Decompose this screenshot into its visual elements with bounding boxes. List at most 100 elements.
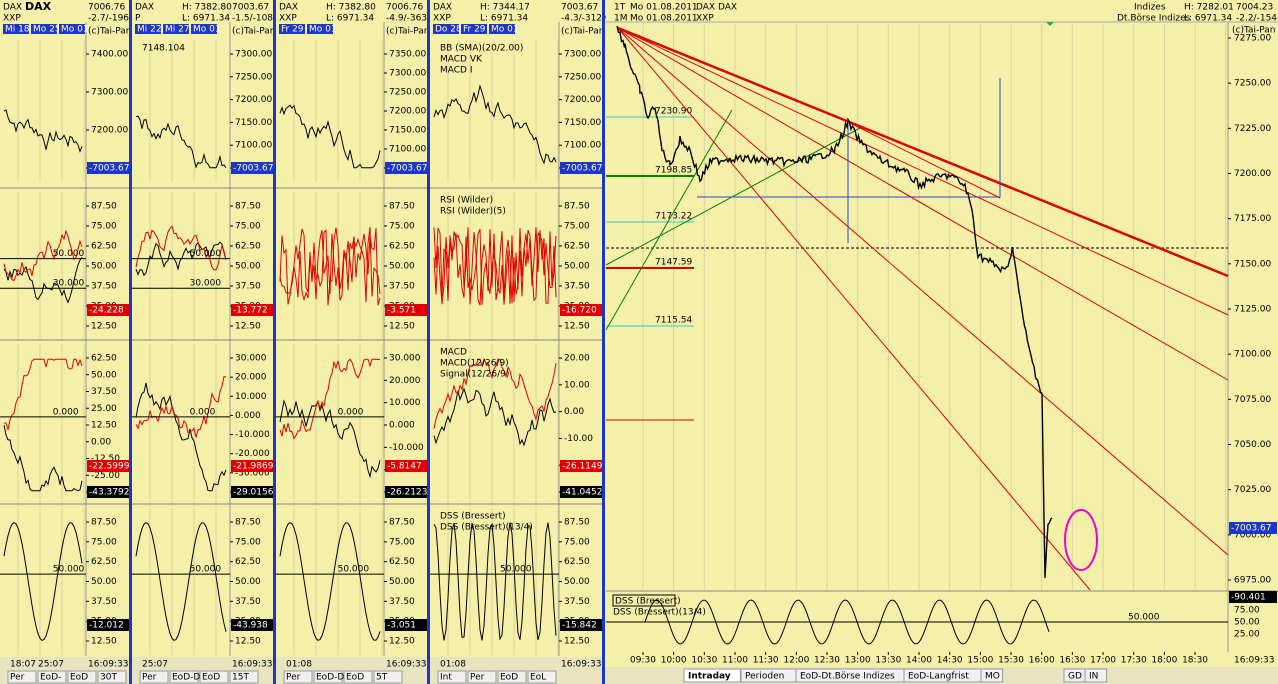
date-tab-bg[interactable] [3,24,29,34]
axis-label: 12.50 [564,637,590,647]
date-label: 25:07 [142,660,168,670]
axis-label: 20.000 [235,373,267,383]
axis-label: 7300.00 [389,69,426,79]
axis-label: 7200.00 [1234,169,1271,179]
date-tab[interactable]: Mi 22 [137,25,162,35]
date-tab-bg[interactable] [135,24,161,34]
bottom-tab[interactable]: Int [440,673,452,683]
bottom-tab[interactable]: Per [142,673,157,683]
bottom-tab[interactable]: Intraday [688,672,731,682]
bottom-tab[interactable]: EoD- [40,673,61,683]
bottom-tab-bg[interactable] [1084,668,1108,683]
date-tab-bg[interactable] [31,24,57,34]
current-value: -13.772 [233,306,268,316]
indicator-line [279,358,381,440]
bottom-tab-bg[interactable] [683,668,741,683]
bottom-tab-bg[interactable] [97,670,127,684]
date-label: 16:09:33 [561,660,601,670]
bottom-tab-bg[interactable] [199,670,229,684]
panel-border [129,0,132,684]
bottom-tab-bg[interactable] [527,670,557,684]
date-tab[interactable]: Mi 18 [5,25,30,35]
bottom-tab[interactable]: EoD [70,673,88,683]
bottom-tab-bg[interactable] [313,670,343,684]
date-tab[interactable]: Mo 01 [309,25,337,35]
bottom-tab-bg[interactable] [283,670,313,684]
axis-label: 12.50 [235,322,261,332]
date-tab[interactable]: Mo 25 [33,25,61,35]
date-tab-bg[interactable] [191,24,217,34]
axis-label: -12.50 [91,454,120,464]
bottom-tab[interactable]: EoD [346,673,364,683]
bottom-tab-bg[interactable] [67,670,97,684]
panel-border [273,0,276,684]
bottom-tab[interactable]: EoD [202,673,220,683]
indicator-line [135,225,227,271]
bottom-tab[interactable]: EoL [530,673,546,683]
axis-label: -10.000 [235,430,270,440]
bottom-tab-bg[interactable] [139,670,169,684]
bottom-tab-bg[interactable] [7,670,37,684]
bottom-tab-bg[interactable] [169,670,199,684]
bottom-tab[interactable]: MO [985,672,1000,682]
axis-label: 50.00 [235,577,261,587]
axis-label: 50.00 [564,577,590,587]
bottom-tab[interactable]: GD [1068,672,1082,682]
axis-label: 37.50 [91,282,117,292]
axis-label: 12.50 [389,322,415,332]
axis-label: 75.00 [91,537,117,547]
date-tab-bg[interactable] [307,24,333,34]
header-info: H: 7344.17 [480,3,530,13]
axis-label: 12.50 [389,637,415,647]
axis-label: 75.00 [235,537,261,547]
bottom-tab[interactable]: Per [286,673,301,683]
date-tab-bg[interactable] [489,24,515,34]
bottom-tab[interactable]: EoD [500,673,518,683]
trend-line [617,27,1229,316]
bottom-tab[interactable]: EoD-D [172,673,200,683]
bottom-tab[interactable]: Perioden [745,672,784,682]
indicator-line [3,425,83,492]
date-tab-bg[interactable] [433,24,459,34]
bottom-tab-bg[interactable] [37,670,67,684]
bottom-tab-bg[interactable] [467,670,497,684]
axis-label: 7150.00 [389,126,426,136]
date-tab[interactable]: Mo 01 [491,25,519,35]
bottom-tab[interactable]: 5T [376,673,388,683]
bottom-tab-bg[interactable] [373,670,403,684]
date-tab[interactable]: Fr 29 [463,25,486,35]
bottom-tab[interactable]: IN [1089,672,1098,682]
bottom-tab[interactable]: EoD-Dt.Börse Indizes [800,672,895,682]
indicator-line [433,84,557,165]
bottom-tab-bg[interactable] [343,670,373,684]
axis-label: 50.00 [91,262,117,272]
bottom-tab-bg[interactable] [497,670,527,684]
bottom-tab-bg[interactable] [980,668,1004,683]
bottom-tab[interactable]: 15T [232,673,249,683]
date-tab-bg[interactable] [163,24,189,34]
bottom-tab[interactable]: EoD-Langfrist [908,672,969,682]
level-label: 7115.54 [655,316,692,326]
date-tab-bg[interactable] [279,24,305,34]
bottom-tab[interactable]: 30T [100,673,117,683]
bottom-tab[interactable]: Per [470,673,485,683]
axis-label: 75.00 [564,537,590,547]
date-tab[interactable]: Mo 01 [61,25,89,35]
date-tab-bg[interactable] [59,24,85,34]
header-info: L: 6971.34 [182,14,230,24]
current-value: -24.228 [89,306,124,316]
date-tab-bg[interactable] [461,24,487,34]
bottom-tab[interactable]: Per [10,673,25,683]
date-tab[interactable]: Mi 27 [165,25,190,35]
date-tab[interactable]: Fr 29 [281,25,304,35]
date-tab[interactable]: Mo 01 [193,25,221,35]
current-value-box [231,304,275,316]
indicator-line [279,228,381,306]
bottom-tab-bg[interactable] [229,670,259,684]
current-value-box [231,486,275,498]
main-bg [606,0,1278,684]
bottom-tab[interactable]: EoD-D [316,673,344,683]
time-label: 16:00 [1029,656,1055,666]
date-tab[interactable]: Do 28 [435,25,462,35]
bottom-tab-bg[interactable] [437,670,467,684]
